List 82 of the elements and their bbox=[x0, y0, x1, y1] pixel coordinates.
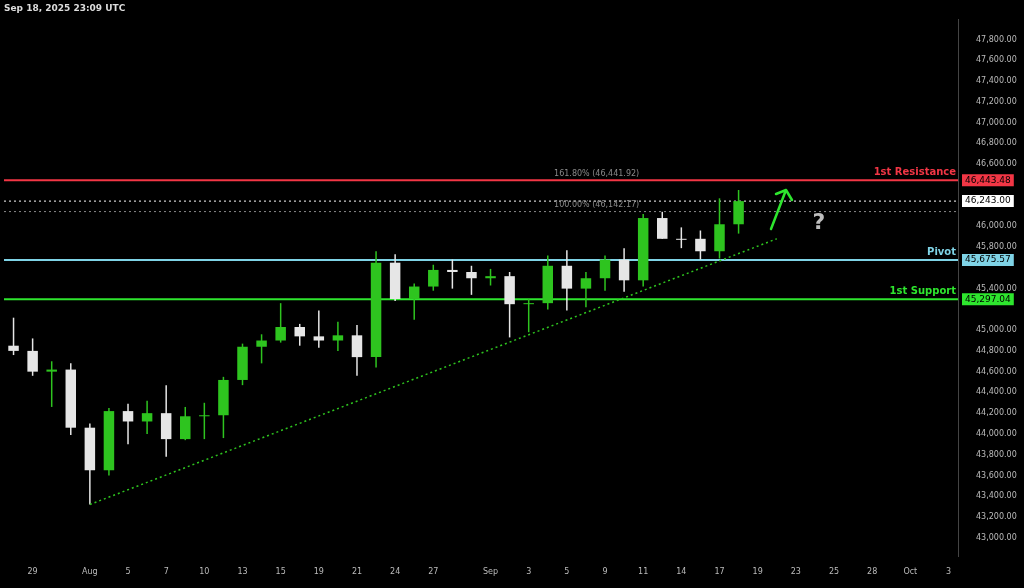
x-tick-label: Sep bbox=[483, 567, 499, 577]
candlestick bbox=[561, 249, 573, 312]
y-tick-label: 44,000.00 bbox=[976, 429, 1017, 438]
x-tick-label: 29 bbox=[27, 567, 38, 577]
x-tick-label: 28 bbox=[867, 567, 878, 577]
x-tick-label: 5 bbox=[564, 567, 570, 577]
y-tick-label: 47,200.00 bbox=[976, 96, 1017, 106]
candlestick bbox=[695, 229, 706, 261]
candlestick bbox=[618, 247, 630, 293]
x-tick-label: 9 bbox=[602, 567, 608, 577]
chart-title: Sep 18, 2025 23:09 UTC bbox=[4, 2, 126, 13]
candlestick bbox=[199, 402, 210, 440]
y-tick-label: 46,600.00 bbox=[976, 159, 1017, 169]
y-tick-label: 44,600.00 bbox=[976, 366, 1017, 376]
x-tick-label: 19 bbox=[313, 567, 324, 577]
y-tick-label: 43,200.00 bbox=[976, 512, 1017, 522]
x-tick-label: 23 bbox=[790, 567, 801, 577]
x-tick-label: 5 bbox=[125, 567, 131, 577]
annotation: Pivot bbox=[927, 245, 957, 257]
candlestick bbox=[676, 226, 687, 249]
candlestick bbox=[580, 271, 592, 309]
y-tick-label: 44,800.00 bbox=[976, 345, 1017, 355]
ref-line-label: 46,443.48 bbox=[965, 174, 1012, 185]
x-tick-label: 11 bbox=[638, 567, 649, 577]
x-tick-label: 10 bbox=[199, 567, 210, 577]
y-tick-label: 45,000.00 bbox=[976, 325, 1017, 335]
candlestick bbox=[27, 337, 38, 377]
y-tick-label: 46,800.00 bbox=[976, 138, 1017, 148]
candlestick bbox=[657, 211, 668, 240]
x-tick-label: Oct bbox=[903, 567, 918, 577]
y-tick-label: 44,200.00 bbox=[976, 408, 1017, 418]
x-tick-label: Aug bbox=[82, 567, 98, 577]
candlestick bbox=[408, 282, 420, 321]
x-tick-label: 3 bbox=[526, 567, 532, 577]
candlestick bbox=[180, 406, 191, 441]
ref-line-label: 45,297.04 bbox=[965, 293, 1012, 304]
annotation: 1st Support bbox=[889, 284, 957, 296]
annotation: 1st Resistance bbox=[873, 165, 957, 177]
y-tick-label: 43,800.00 bbox=[976, 449, 1017, 459]
candlestick bbox=[46, 360, 57, 408]
y-tick-label: 45,400.00 bbox=[976, 283, 1017, 293]
candlestick bbox=[447, 258, 458, 290]
y-tick-label: 47,000.00 bbox=[976, 117, 1017, 127]
candlestick bbox=[256, 333, 267, 365]
y-tick-label: 47,800.00 bbox=[976, 34, 1017, 44]
x-tick-label: 21 bbox=[351, 567, 363, 577]
annotation: ? bbox=[812, 208, 826, 234]
x-tick-label: 27 bbox=[428, 567, 439, 577]
x-tick-label: 14 bbox=[676, 567, 687, 577]
y-tick-label: 47,400.00 bbox=[976, 76, 1017, 86]
candlestick bbox=[351, 324, 363, 377]
candlestick bbox=[733, 189, 744, 235]
y-tick-label: 43,400.00 bbox=[976, 491, 1017, 501]
annotation: 100.00% (46,142.17) bbox=[554, 199, 640, 209]
y-tick-label: 46,000.00 bbox=[976, 221, 1017, 231]
y-tick-label: 43,000.00 bbox=[976, 532, 1017, 542]
ref-line-label: 46,243.00 bbox=[965, 195, 1012, 206]
annotation: 161.80% (46,441.92) bbox=[554, 168, 640, 178]
x-tick-label: 13 bbox=[237, 567, 248, 577]
x-tick-label: 7 bbox=[163, 567, 169, 577]
candlestick bbox=[599, 254, 611, 292]
candlestick bbox=[428, 264, 439, 292]
x-tick-label: 17 bbox=[714, 567, 725, 577]
x-tick-label: 24 bbox=[390, 567, 401, 577]
x-tick-label: 25 bbox=[828, 567, 840, 577]
y-tick-label: 44,400.00 bbox=[976, 387, 1017, 397]
candlestick bbox=[122, 403, 134, 446]
candlestick bbox=[275, 302, 286, 344]
ref-line-label: 45,675.57 bbox=[965, 254, 1011, 265]
candlestick bbox=[523, 298, 534, 333]
candlestick bbox=[313, 309, 325, 349]
y-tick-label: 43,600.00 bbox=[976, 470, 1017, 480]
x-tick-label: 15 bbox=[275, 567, 286, 577]
y-tick-label: 47,600.00 bbox=[976, 55, 1017, 65]
y-tick-label: 45,800.00 bbox=[976, 242, 1017, 252]
candlestick bbox=[294, 323, 305, 347]
x-tick-label: 19 bbox=[752, 567, 763, 577]
candlestick bbox=[466, 265, 477, 296]
candlestick bbox=[332, 321, 344, 352]
candlestick bbox=[141, 399, 153, 435]
x-tick-label: 3 bbox=[945, 567, 952, 577]
candlestick bbox=[8, 316, 19, 356]
